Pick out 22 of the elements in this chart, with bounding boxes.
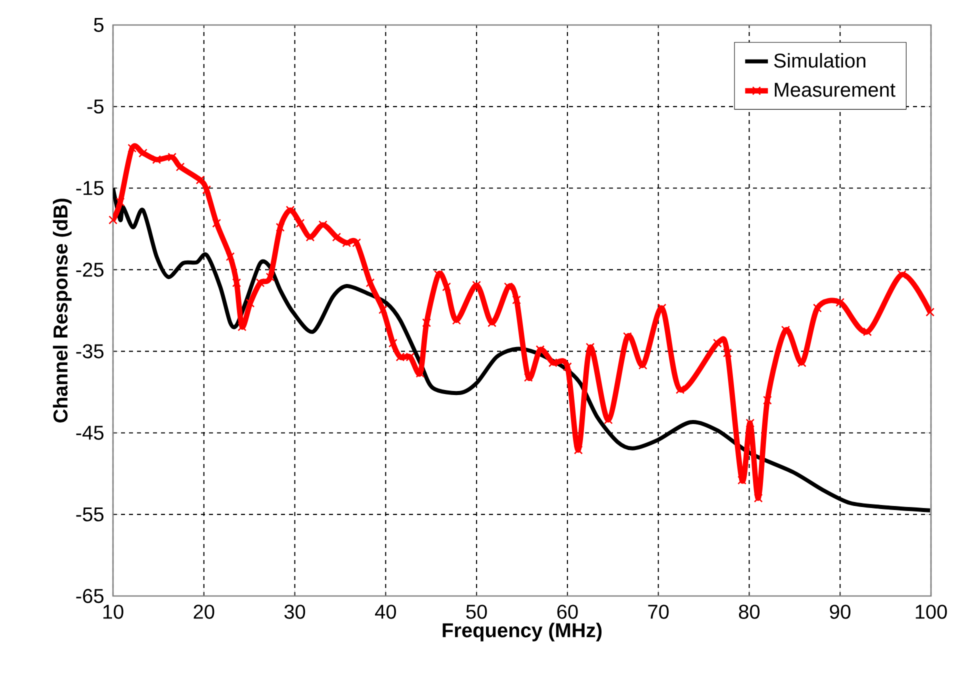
y-axis-title: Channel Response (dB) xyxy=(52,198,72,422)
y-tick-label: -15 xyxy=(76,181,104,196)
x-tick-label: 50 xyxy=(466,604,487,619)
x-tick-label: 20 xyxy=(194,604,214,619)
y-tick-label: -45 xyxy=(76,426,104,440)
y-tick-label: -55 xyxy=(76,507,104,522)
x-tick-label: 100 xyxy=(916,604,947,619)
y-tick-label: -35 xyxy=(76,344,104,358)
x-tick-label: 60 xyxy=(557,604,578,619)
x-tick-label: 80 xyxy=(738,604,760,619)
x-tick-label: 70 xyxy=(648,604,669,619)
y-tick-label: -65 xyxy=(76,588,104,604)
y-tick-label: -5 xyxy=(87,100,104,114)
x-tick-label: 30 xyxy=(284,604,306,619)
y-tick-label: 5 xyxy=(94,18,104,32)
legend-label: Simulation xyxy=(774,53,866,68)
x-tick-label: 40 xyxy=(375,604,396,619)
legend-label: Measurement xyxy=(774,82,896,97)
x-axis-title: Frequency (MHz) xyxy=(442,622,602,642)
x-tick-label: 10 xyxy=(103,604,124,619)
x-tick-label: 90 xyxy=(830,604,850,619)
y-tick-label: -25 xyxy=(76,262,104,277)
